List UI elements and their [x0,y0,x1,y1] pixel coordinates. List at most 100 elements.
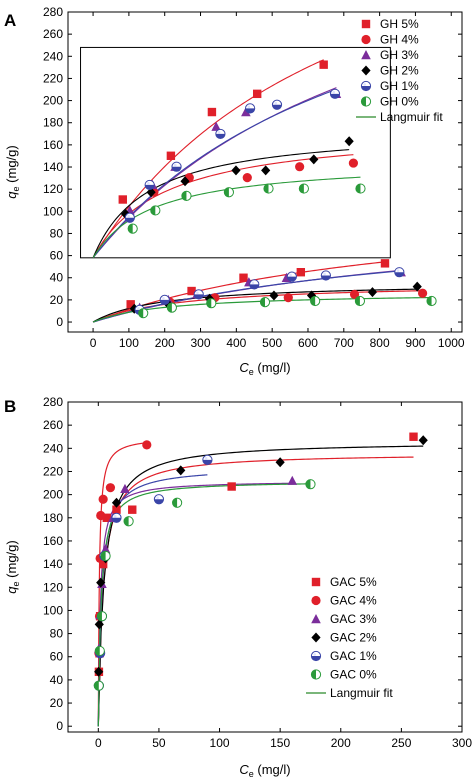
panel-a-y-label-unit: (mg/g) [4,145,19,186]
panel-b-point-gac-0pct [100,550,111,562]
panel-a-x-label-main: C [239,360,249,375]
panel-a-point-gh-4pct [283,293,293,303]
panel-b-x-tick-label: 200 [331,736,351,750]
panel-a-point-gh-0pct [259,297,271,308]
panel-a-legend-label: GH 3% [380,48,419,62]
panel-b-point-gac-4pct [96,510,106,521]
panel-b-x-tick-label: 150 [270,736,290,750]
panel-b-point-gac-2pct [94,666,104,677]
panel-b-legend-label: GAC 0% [330,668,377,682]
panel-b-x-tick-label: 0 [95,736,102,750]
panel-a-point-gh-1pct [249,279,260,290]
panel-b-x-label-main: C [239,762,249,777]
panel-a-inset-point-gh-1pct [271,99,283,110]
panel-b-point-gac-0pct [94,645,105,657]
panel-b-x-label-sub: e [249,769,254,779]
panel-a-inset-point-gh-0pct [263,183,274,194]
panel-b-point-gac-0pct [123,516,134,527]
panel-a-point-gh-2pct [269,290,279,301]
panel-b-y-tick-label: 260 [43,418,63,432]
panel-a-legend-label: GH 5% [380,17,419,31]
panel-a-inset-point-gh-2pct [309,154,319,165]
panel-b-ticks: 0 50 100 150 200 250 300 0 20 40 60 80 100 120 140 160 1… [43,395,472,750]
panel-b-plot-frame [67,401,463,733]
panel-b-point-gac-2pct [275,457,285,468]
panel-a-y-tick-label: 180 [43,116,63,130]
panel-a-point-gh-5pct [126,300,135,309]
panel-a-inset-point-gh-0pct [150,205,161,216]
panel-a-legend-item-gh-0pct: GH 0% [360,95,419,109]
panel-a-point-gh-2pct [412,281,422,292]
panel-a-inset-point-gh-5pct [207,107,217,117]
panel-b-legend-marker-gac-3pct [311,614,321,624]
panel-b-y-tick-label: 120 [43,580,63,594]
panel-a-y-tick-label: 60 [50,249,64,263]
panel-a-point-gh-1pct [159,294,170,305]
panel-b-x-tick-label: 250 [391,736,411,750]
panel-b-point-gac-5pct [128,505,137,514]
panel-b-legend-item-gac-0pct: GAC 0% [310,668,377,682]
panel-b-y-tick-label: 40 [50,673,64,687]
panel-a-y-tick-label: 100 [43,204,63,218]
panel-b-x-tick-label: 50 [152,736,166,750]
panel-a-inset-point-gh-4pct [242,173,252,183]
panel-a-y-tick-label: 120 [43,182,63,196]
panel-a-y-tick-label: 160 [43,138,63,152]
panel-a-legend-label: GH 2% [380,64,419,78]
panel-b-y-tick-label: 140 [43,557,63,571]
panel-a-inset-point-gh-0pct [127,223,138,234]
panel-a-x-axis-label: Ce (mg/l) [239,360,290,377]
panel-a-ticks: 0 100 200 300 400 500 600 700 800 900 1000 0 20 40 60 8… [43,5,465,350]
panel-b-point-gac-3pct [120,483,130,494]
panel-b-fit-gac-2pct [97,445,424,727]
panel-b-fit-gac-3pct [97,482,293,727]
panel-a-point-gh-0pct [354,295,366,307]
panel-b-y-tick-label: 0 [56,719,63,733]
panel-b-x-label-unit: (mg/l) [254,762,291,777]
panel-b-legend-item-gac-4pct: GAC 4% [311,594,377,608]
panel-b-y-label-sub: e [11,581,21,586]
panel-a-x-tick-label: 1000 [438,336,465,350]
panel-b-y-tick-label: 20 [50,696,64,710]
panel-a-inset-point-gh-5pct [118,195,127,204]
panel-a-x-tick-label: 500 [262,336,282,350]
panel-a-inset-point-gh-4pct [348,158,358,168]
panel-a-legend-item-gh-1pct: GH 1% [360,79,419,93]
panel-a-inset-point-gh-2pct [344,136,354,147]
panel-a-point-gh-5pct [239,273,248,282]
panel-b-point-gac-5pct [409,432,418,441]
panel-a-y-tick-label: 220 [43,71,63,85]
panel-a-legend-label: GH 4% [380,33,419,47]
panel-b-y-tick-label: 180 [43,511,63,525]
panel-a-inset-point-gh-0pct [223,187,234,198]
panel-b-y-tick-label: 280 [43,395,63,409]
panel-a-point-gh-1pct [193,289,204,300]
panel-b-legend: GAC 5% GAC 4% GAC 3% GAC 2% GAC 1% GAC 0% Lang… [306,575,393,700]
panel-a-point-gh-0pct [166,302,177,313]
panel-b-legend-fit-label: Langmuir fit [330,686,393,700]
panel-b-legend-label: GAC 5% [330,575,377,589]
panel-a-y-tick-label: 20 [50,293,64,307]
panel-a-point-gh-0pct [206,298,217,309]
panel-a-legend-label: GH 1% [380,79,419,93]
panel-a-x-tick-label: 300 [191,336,211,350]
panel-b-y-tick-label: 240 [43,441,63,455]
panel-a-legend-marker-gh-0pct [360,96,372,107]
panel-a-inset-point-gh-5pct [252,89,262,99]
panel-b-fit-gac-5pct [97,456,414,727]
panel-a-y-tick-label: 40 [50,271,64,285]
panel-a-inset-fit-gh-2pct [92,149,350,259]
panel-b-legend-item-gac-2pct: GAC 2% [311,631,377,645]
panel-a-points [126,259,437,319]
panel-b-fit-lines [97,442,424,727]
panel-a-x-tick-label: 100 [119,336,139,350]
panel-a: A 0 100 200 300 400 500 600 700 800 900 1000 0 20 40 6… [4,5,465,377]
panel-a-legend-item-gh-2pct: GH 2% [361,64,419,78]
panel-a-letter: A [4,11,16,30]
panel-b-point-gac-0pct [305,479,316,490]
panel-b-point-gac-0pct [172,497,183,508]
panel-a-y-tick-label: 280 [43,5,63,19]
panel-a-point-gh-2pct [367,287,378,298]
panel-a-point-gh-1pct [394,267,405,278]
